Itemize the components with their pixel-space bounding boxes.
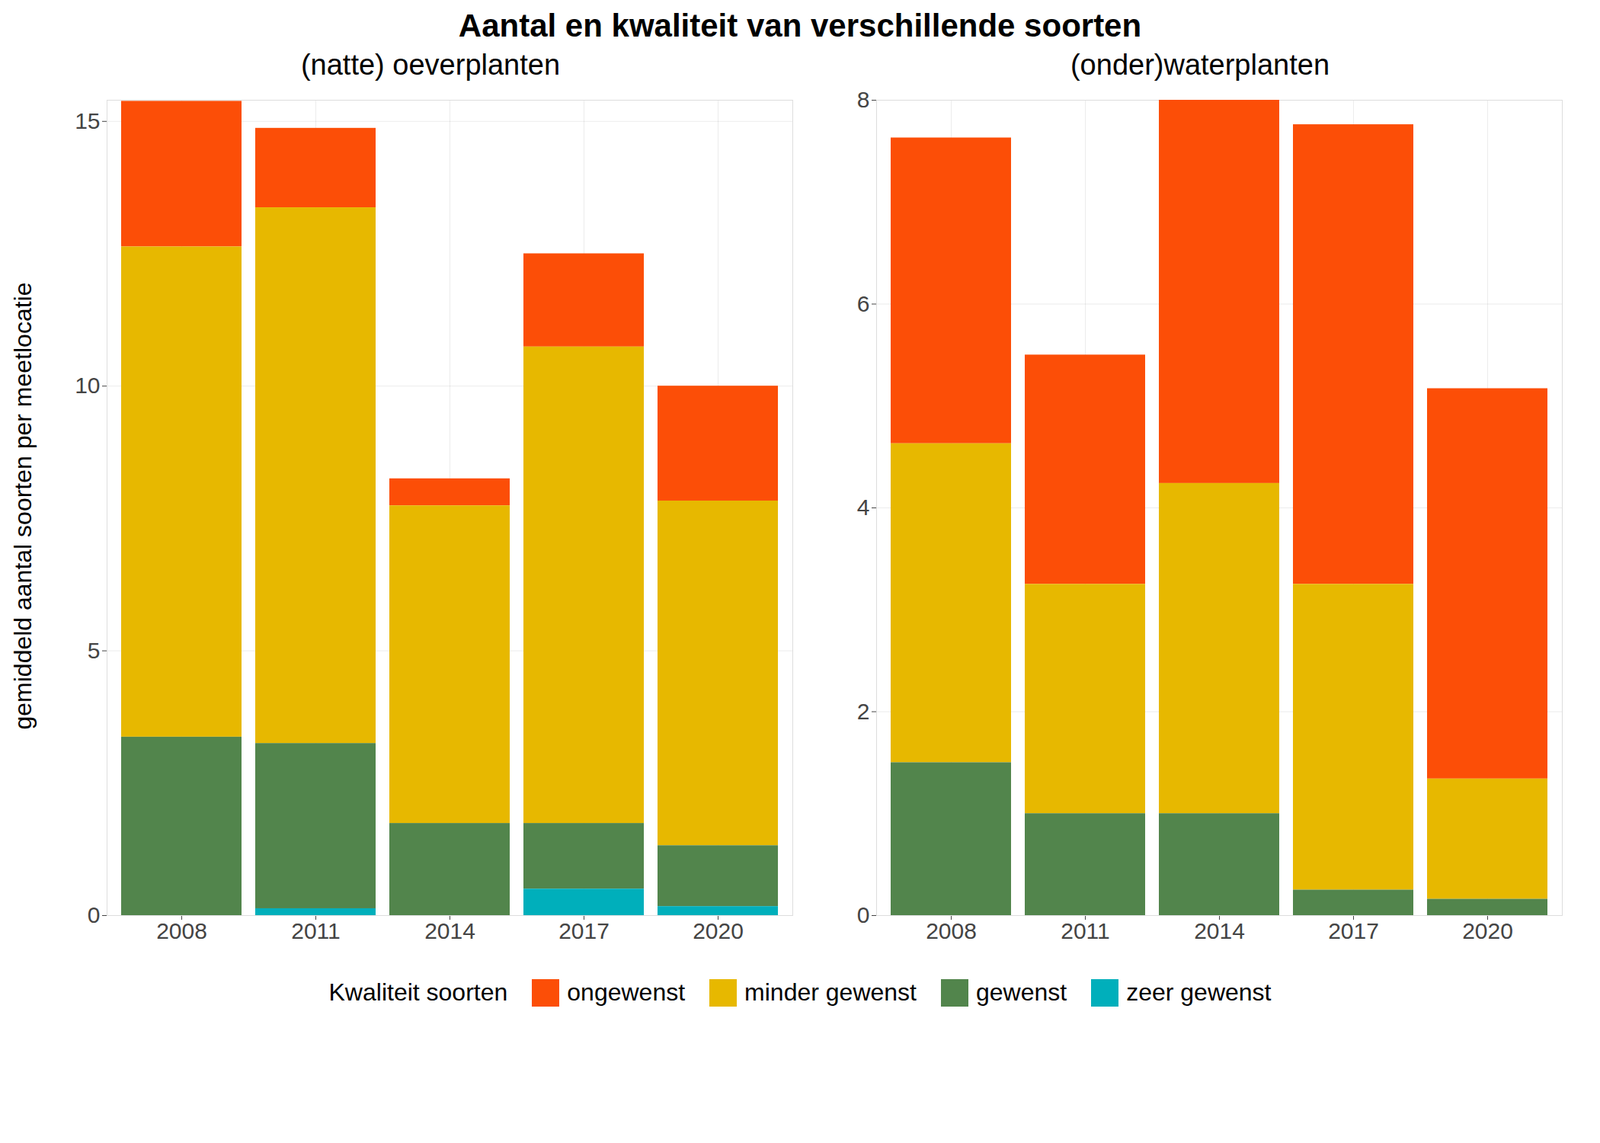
svg-text:6: 6 [857, 291, 871, 317]
svg-text:2017: 2017 [1328, 918, 1380, 944]
html-text:ongewenst: ongewenst [567, 978, 686, 1006]
svg-text:2008: 2008 [156, 918, 208, 944]
svg-text:4: 4 [857, 494, 871, 520]
svg-text:2011: 2011 [291, 918, 341, 944]
svg-text:2014: 2014 [424, 918, 476, 944]
svg-text:10: 10 [74, 372, 100, 398]
html-text:gemiddeld aantal soorten per m: gemiddeld aantal soorten per meetlocatie [8, 282, 37, 730]
svg-text:8: 8 [857, 86, 871, 112]
svg-text:5: 5 [87, 637, 101, 663]
svg-text:15: 15 [74, 108, 100, 134]
svg-text:0: 0 [857, 902, 871, 928]
svg-text:0: 0 [87, 902, 101, 928]
html-text:(onder)waterplanten: (onder)waterplanten [1070, 48, 1330, 81]
svg-text:2020: 2020 [692, 918, 744, 944]
svg-text:2017: 2017 [558, 918, 610, 944]
svg-text:2: 2 [857, 698, 871, 724]
html-text:(natte) oeverplanten: (natte) oeverplanten [300, 48, 560, 81]
html-text:zeer gewenst: zeer gewenst [1126, 978, 1272, 1006]
html-text:Aantal en kwaliteit van versch: Aantal en kwaliteit van verschillende so… [458, 7, 1142, 44]
svg-text:2011: 2011 [1060, 918, 1111, 944]
html-text:Kwaliteit soorten: Kwaliteit soorten [328, 978, 508, 1006]
html-text:gewenst: gewenst [976, 978, 1067, 1006]
html-text:minder gewenst: minder gewenst [744, 978, 917, 1006]
svg-text:2008: 2008 [925, 918, 977, 944]
svg-text:2014: 2014 [1193, 918, 1245, 944]
svg-text:2020: 2020 [1462, 918, 1514, 944]
